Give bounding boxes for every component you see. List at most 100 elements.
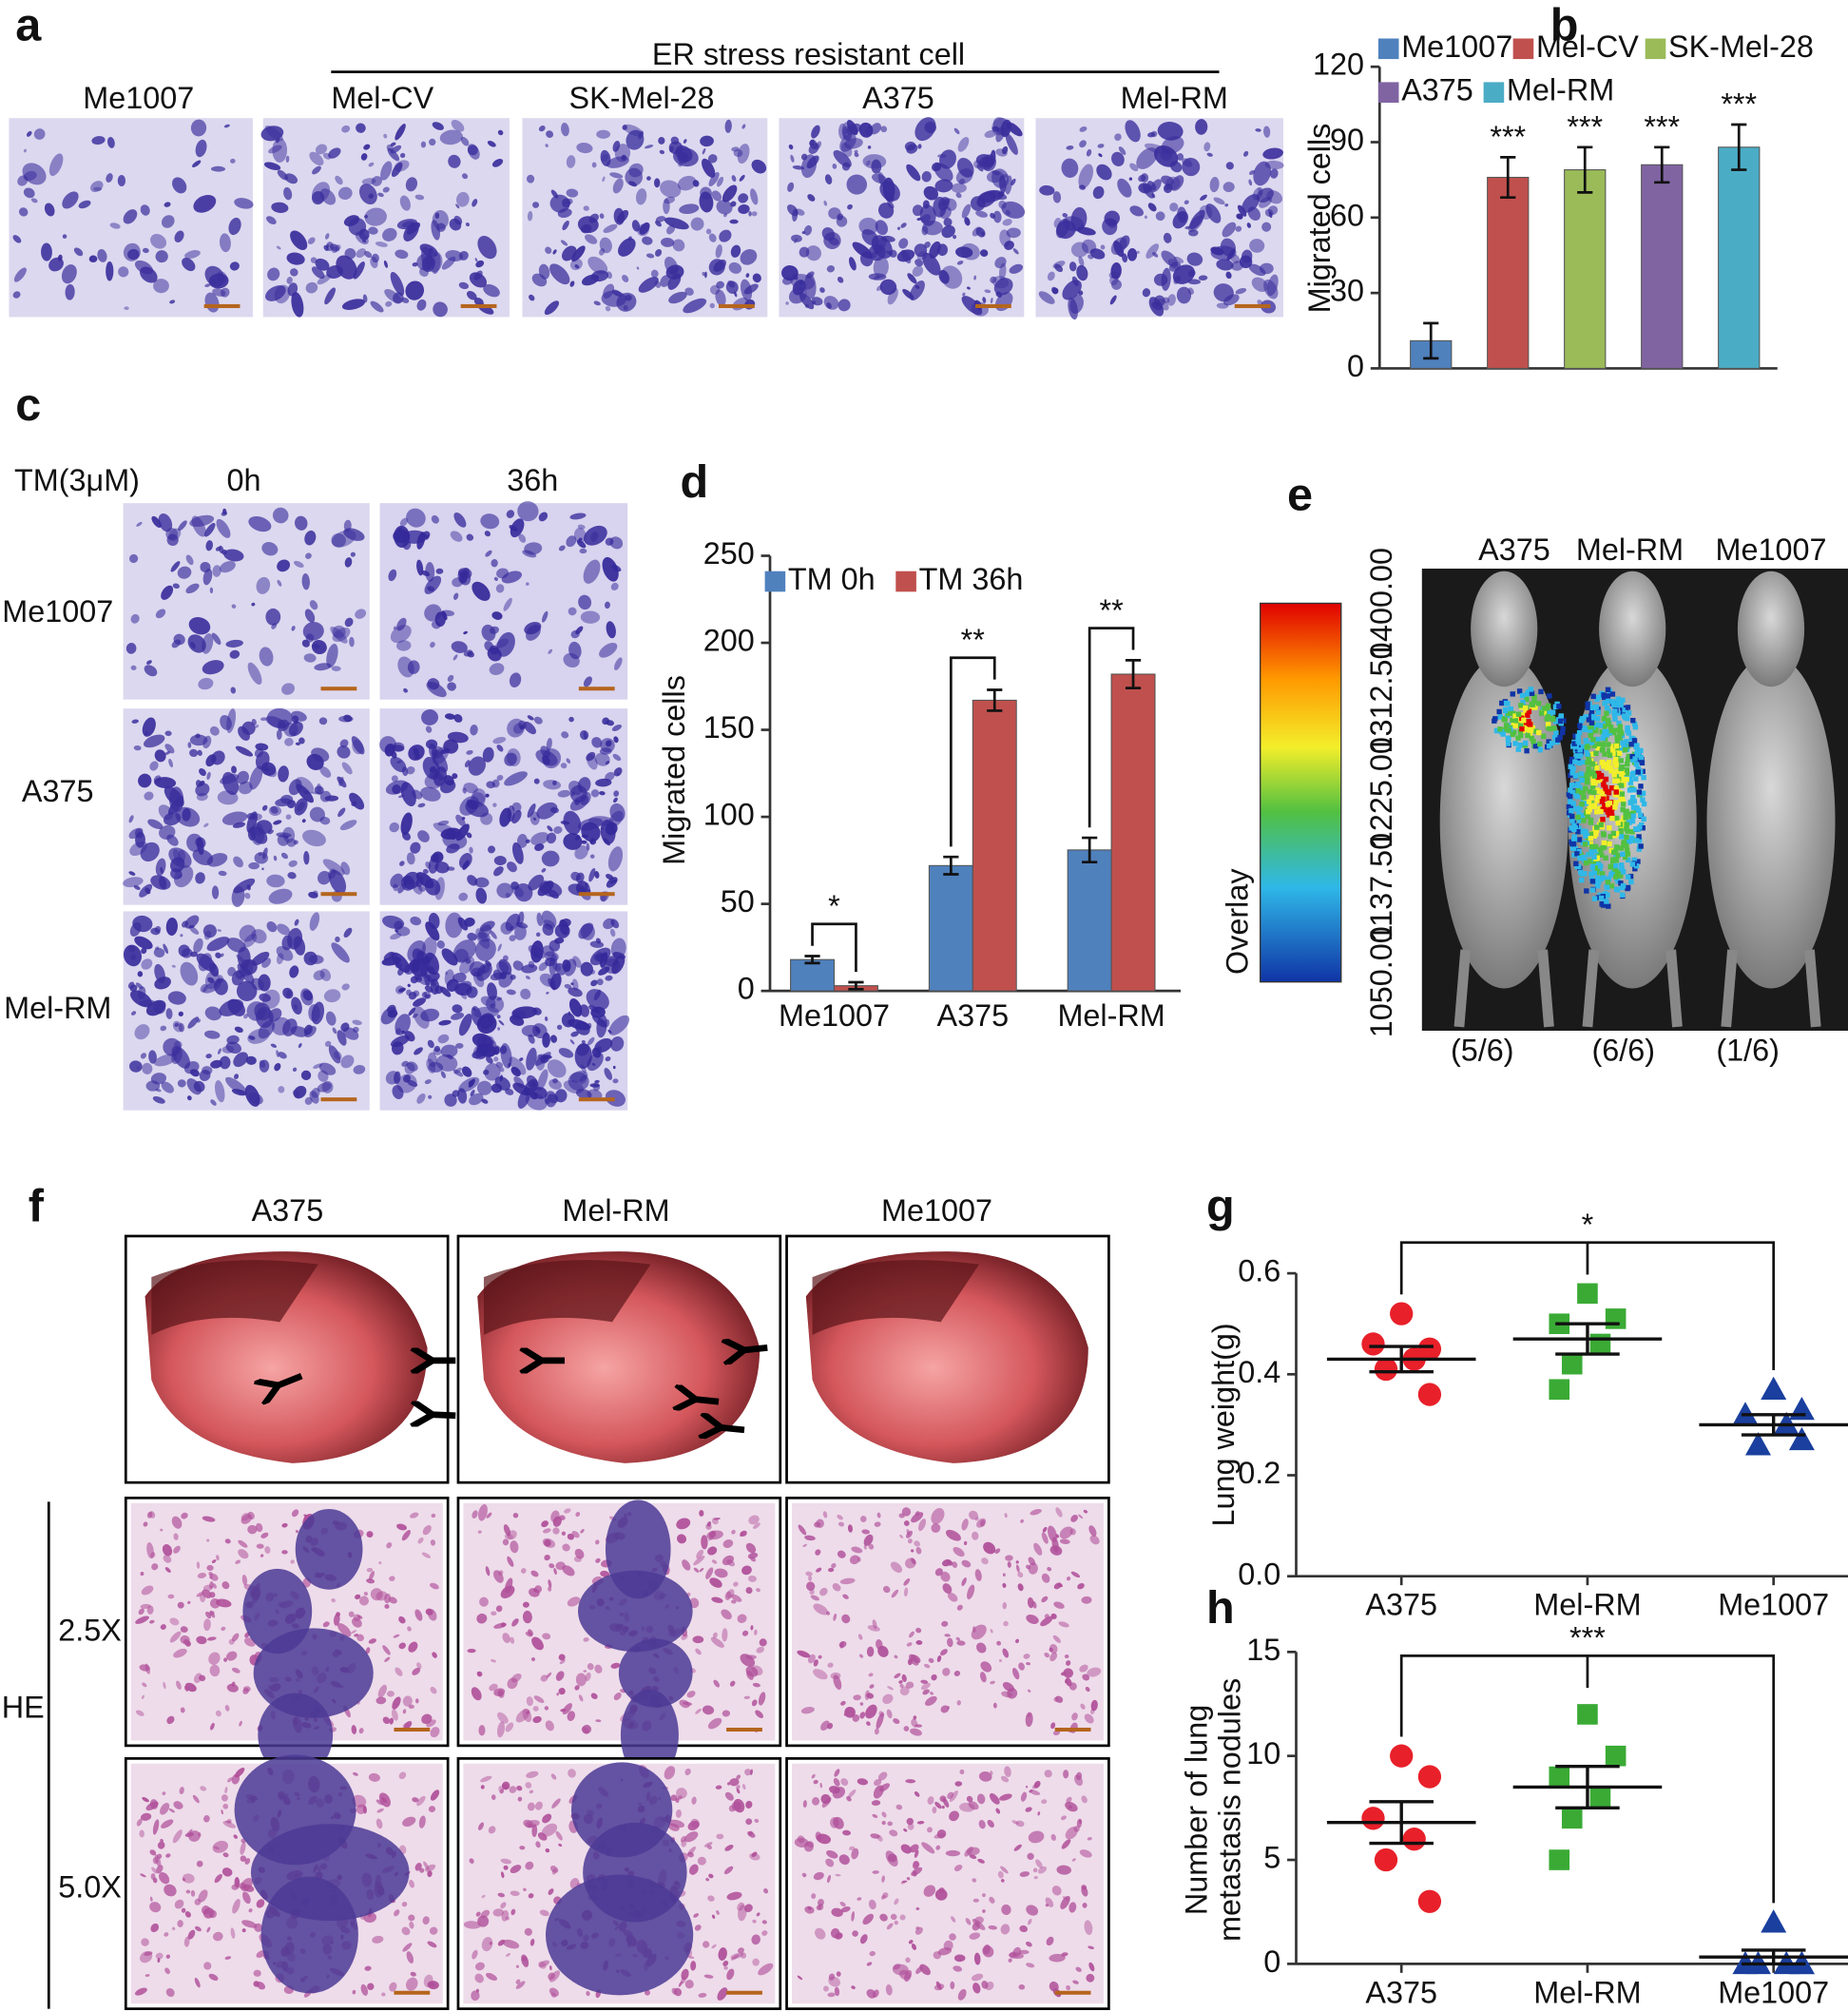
point <box>1789 1397 1815 1420</box>
legend-swatch <box>1513 38 1534 59</box>
y-axis-label: Migrated cells <box>1302 124 1337 314</box>
signal <box>1624 835 1628 840</box>
signal <box>1590 781 1595 785</box>
signal <box>1590 762 1595 766</box>
mouse-leg <box>1588 950 1594 1027</box>
signal <box>1580 871 1585 876</box>
nodule <box>578 1571 693 1652</box>
label: 5.0X <box>58 1870 122 1905</box>
signal <box>1586 809 1590 814</box>
signal <box>1547 693 1551 698</box>
y-tick-label: 15 <box>1246 1633 1280 1667</box>
signal <box>1523 741 1528 745</box>
signal <box>1619 834 1624 839</box>
label: 36h <box>507 463 558 497</box>
signal <box>1614 744 1619 748</box>
mouse-body <box>1707 654 1836 988</box>
label: Me1007 <box>881 1193 992 1228</box>
point <box>1418 1383 1441 1405</box>
signal <box>1558 719 1563 724</box>
signal <box>1610 859 1615 863</box>
signal <box>1536 701 1541 706</box>
signal <box>1614 816 1619 821</box>
y-tick-label: 0 <box>738 972 755 1006</box>
label: 1225.00 <box>1364 737 1398 848</box>
signal <box>1530 703 1535 707</box>
signal <box>1573 793 1578 798</box>
point <box>1590 1788 1611 1809</box>
signal <box>1573 861 1578 866</box>
label: a <box>15 0 42 51</box>
label: (1/6) <box>1716 1033 1780 1067</box>
signal <box>1538 689 1543 694</box>
signal <box>1569 783 1574 787</box>
signal <box>1608 872 1613 877</box>
signal <box>1633 776 1638 781</box>
signal <box>1620 807 1625 812</box>
signal <box>1596 742 1601 746</box>
signal <box>1625 767 1629 772</box>
signal <box>1624 739 1628 744</box>
label: Mel-CV <box>331 81 433 115</box>
signal <box>1630 861 1635 866</box>
signal <box>1613 757 1618 762</box>
signal <box>1623 747 1627 752</box>
scale-bar <box>719 304 755 308</box>
signal <box>1577 723 1582 727</box>
signal <box>1626 705 1630 709</box>
signal <box>1512 741 1517 745</box>
point <box>1361 1807 1384 1829</box>
signal <box>1615 821 1620 825</box>
signal <box>1572 834 1577 839</box>
legend-swatch <box>1646 38 1666 59</box>
signal <box>1574 851 1579 856</box>
signal <box>1506 741 1511 745</box>
point <box>1361 1332 1384 1355</box>
y-tick-label: 120 <box>1313 48 1364 82</box>
signal <box>1574 806 1579 811</box>
signal <box>1586 766 1590 771</box>
signal <box>1614 736 1619 741</box>
cell <box>914 243 928 257</box>
signal <box>1568 794 1572 799</box>
signal <box>1601 692 1606 697</box>
y-tick-label: 150 <box>703 710 755 745</box>
x-tick-label: Mel-RM <box>1057 998 1165 1033</box>
signal <box>1615 887 1620 892</box>
significance: *** <box>1644 109 1680 144</box>
cell <box>729 220 738 224</box>
signal <box>1529 727 1533 732</box>
signal <box>1519 726 1524 731</box>
signal <box>1610 691 1615 696</box>
signal <box>1521 718 1526 723</box>
cell <box>1083 1903 1088 1908</box>
signal <box>1500 731 1505 736</box>
point <box>1375 1848 1397 1871</box>
cell <box>973 160 982 168</box>
bar <box>1719 147 1760 369</box>
signal <box>1634 743 1639 747</box>
signal <box>1625 828 1629 833</box>
cell <box>393 530 410 544</box>
signal <box>1619 772 1624 777</box>
signal <box>1605 762 1609 766</box>
legend-swatch <box>895 571 916 592</box>
signal <box>1606 809 1610 814</box>
signal <box>1613 762 1618 766</box>
signal <box>1632 756 1637 761</box>
signal <box>1606 880 1610 884</box>
signal <box>1524 748 1529 753</box>
cell <box>308 1004 319 1022</box>
signal <box>1575 739 1580 744</box>
legend-swatch <box>1378 82 1399 103</box>
cell <box>950 1982 954 1989</box>
signal <box>1590 879 1595 883</box>
y-tick-label: 0.2 <box>1238 1456 1280 1490</box>
x-tick-label: Mel-RM <box>1533 1588 1641 1622</box>
signal <box>1583 842 1588 846</box>
signal <box>1602 832 1607 837</box>
signal <box>1590 803 1595 808</box>
signal <box>1628 880 1633 884</box>
label: Mel-RM <box>1576 532 1684 567</box>
